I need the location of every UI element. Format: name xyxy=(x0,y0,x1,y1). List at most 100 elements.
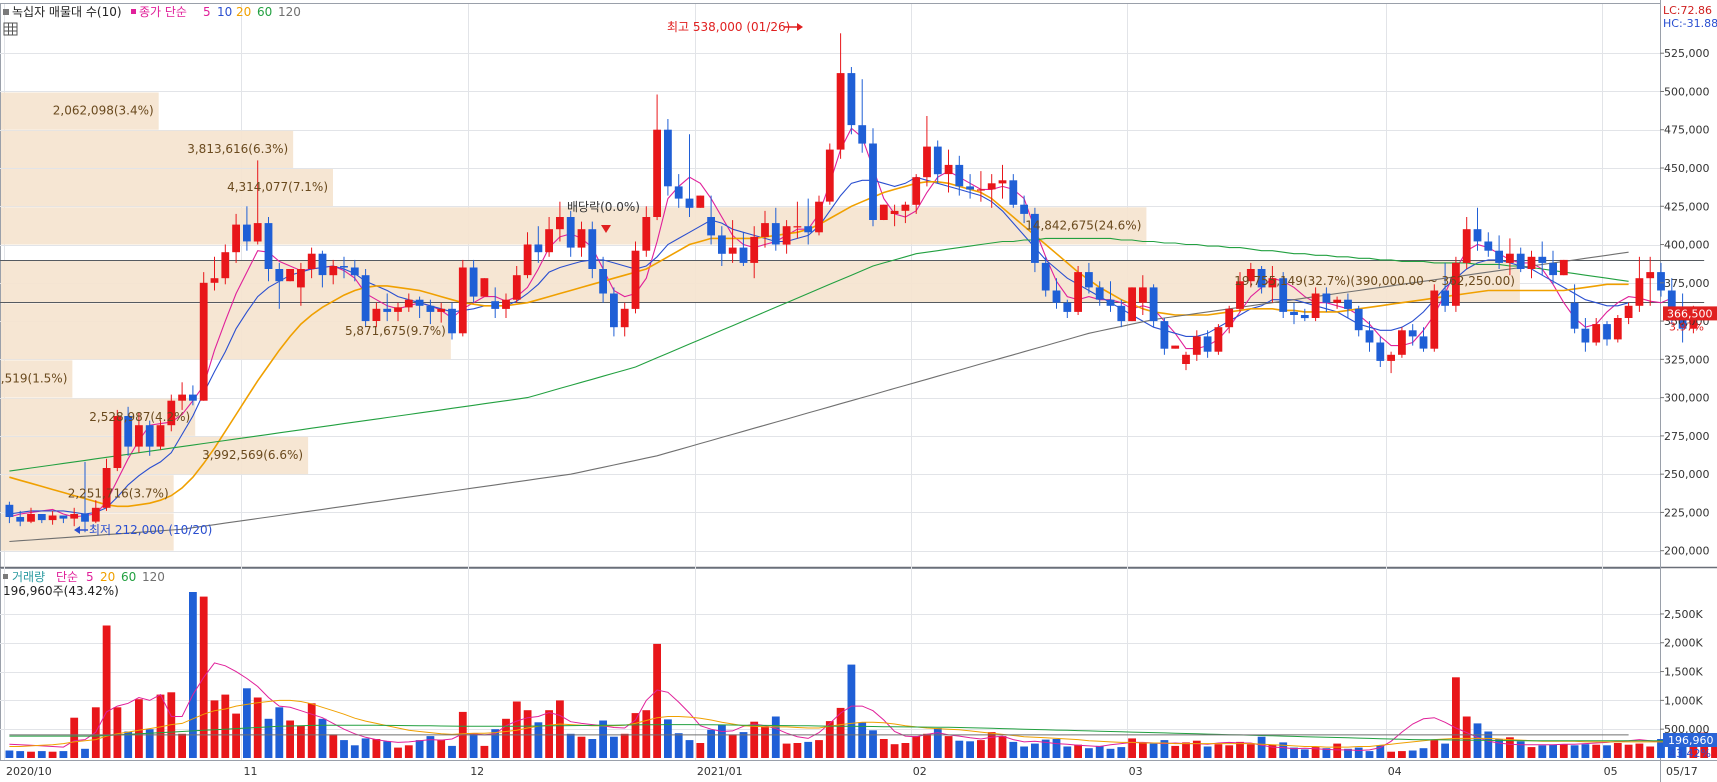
profile-label: 2,528,987(4.2%) xyxy=(89,410,190,424)
price-legend: 녹십자 매물대 수(10) 종가 단순 5 10 20 60 120 xyxy=(3,5,301,19)
candle-body xyxy=(1257,269,1266,288)
volume-bar xyxy=(1516,741,1525,758)
candle-body xyxy=(81,514,89,522)
profile-label: 19,755,149(32.7%)(390,000.00 ~ 362,250.0… xyxy=(1234,274,1515,288)
volume-bar xyxy=(167,692,176,758)
candle-body xyxy=(1020,204,1028,214)
volume-bar xyxy=(1192,740,1201,758)
volume-bar xyxy=(502,718,510,758)
volume-current-pct: 43.42% xyxy=(1669,747,1711,760)
volume-bar xyxy=(1495,739,1503,758)
y-tick-label: 1,000K xyxy=(1664,694,1703,707)
candle-body xyxy=(1031,213,1039,263)
candle-body xyxy=(491,301,500,309)
volume-bar xyxy=(1549,744,1557,758)
volume-bar xyxy=(1452,677,1460,758)
candle-body xyxy=(361,275,370,322)
candle-body xyxy=(847,73,856,126)
candle-body xyxy=(631,250,640,309)
volume-bar xyxy=(1581,744,1590,758)
y-tick-label: 425,000 xyxy=(1664,200,1710,213)
ma-line-120 xyxy=(9,251,1629,543)
volume-bar xyxy=(1603,745,1611,758)
candle-body xyxy=(1667,290,1676,315)
volume-bar xyxy=(825,721,834,758)
current-price-value: 366,500 xyxy=(1667,307,1713,320)
candle-body xyxy=(37,514,46,521)
candle-body xyxy=(890,210,899,214)
volume-bar xyxy=(631,713,640,758)
candle-body xyxy=(1149,287,1158,322)
candle-body xyxy=(1527,256,1536,269)
volume-bar xyxy=(480,745,489,758)
volume-bar xyxy=(923,733,931,758)
candle-body xyxy=(340,266,348,268)
volume-bar xyxy=(1538,745,1547,758)
volume-bar xyxy=(933,728,942,758)
ma-legend-120: 120 xyxy=(278,5,301,19)
volume-bar xyxy=(1020,746,1028,758)
volume-bar xyxy=(664,719,672,758)
candle-body xyxy=(1538,256,1547,263)
candle-body xyxy=(329,266,338,276)
candle-body xyxy=(836,73,845,150)
candle-body xyxy=(1452,262,1460,306)
ma-legend-20: 20 xyxy=(236,5,251,19)
candle-body xyxy=(761,223,769,237)
candle-body xyxy=(815,201,823,233)
volume-bar xyxy=(1225,745,1234,758)
candle-body xyxy=(350,267,359,276)
candle-body xyxy=(480,278,489,297)
ma-legend-60: 60 xyxy=(257,5,272,19)
profile-bar xyxy=(1,92,159,130)
low-annotation: 최저 212,000 (10/20) xyxy=(89,523,212,537)
candle-body xyxy=(1441,290,1449,306)
volume-bar xyxy=(1527,747,1536,758)
candle-body xyxy=(1624,305,1633,318)
volume-bar xyxy=(1160,740,1169,758)
volume-bar xyxy=(48,751,57,758)
volume-bar xyxy=(815,740,823,758)
candle-body xyxy=(1117,305,1126,322)
candle-body xyxy=(1495,250,1503,263)
ma-legend-5: 5 xyxy=(203,5,211,19)
candle-body xyxy=(664,129,672,187)
volume-bar xyxy=(1203,746,1212,758)
volume-profile-labels: 2,062,098(3.4%) 3,813,616(6.3%) 4,314,077(… xyxy=(0,104,1515,501)
legend-marker xyxy=(3,574,8,579)
volume-bar xyxy=(1106,748,1115,758)
candle-body xyxy=(545,229,553,253)
candle-body xyxy=(318,253,327,276)
volume-bar xyxy=(59,751,68,758)
candle-body xyxy=(793,226,802,228)
volume-bar xyxy=(728,734,737,758)
x-tick-label: 05 xyxy=(1604,765,1618,778)
candle-body xyxy=(1387,354,1395,361)
candle-body xyxy=(1398,330,1406,355)
candle-body xyxy=(1689,313,1698,329)
volume-bar xyxy=(1484,731,1493,758)
lc-readout: LC:72.86 xyxy=(1663,4,1712,17)
volume-bar xyxy=(804,741,813,758)
volume-bar xyxy=(782,743,791,758)
candle-body xyxy=(275,269,284,282)
volume-bar xyxy=(415,740,424,758)
volume-bar xyxy=(1419,748,1428,758)
current-price-change: 3.97% xyxy=(1669,320,1704,333)
volume-bar xyxy=(761,726,769,758)
candle-body xyxy=(1678,318,1687,329)
profile-label: 5,871,675(9.7%) xyxy=(345,324,446,338)
legend-marker xyxy=(131,9,136,14)
volume-bar xyxy=(102,625,111,758)
candle-body xyxy=(1192,336,1201,355)
candle-body xyxy=(696,195,705,208)
candle-body xyxy=(1203,336,1212,352)
grid-table-icon[interactable] xyxy=(3,22,18,36)
candle-body xyxy=(750,236,759,263)
candle-body xyxy=(189,394,197,401)
volume-bar xyxy=(534,722,543,758)
low-arrow-icon xyxy=(74,526,88,534)
volume-bar xyxy=(1095,745,1104,758)
profile-label: 925,519(1.5%) xyxy=(0,371,67,385)
